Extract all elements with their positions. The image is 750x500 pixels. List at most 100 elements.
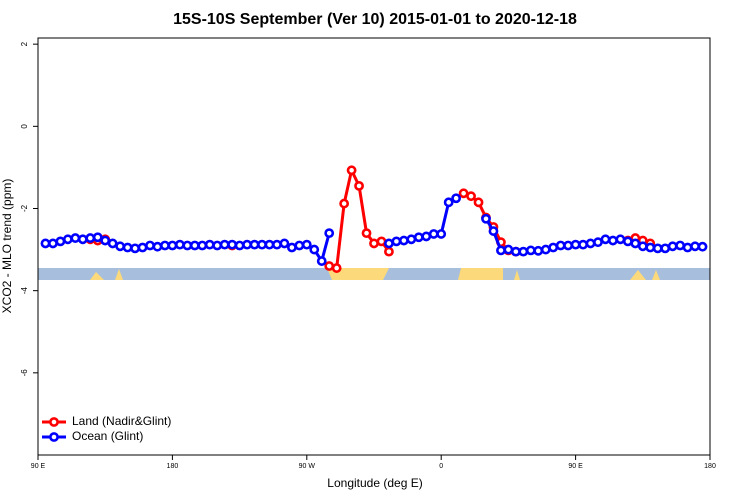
point (48, 238, 58, 249)
point (294, 240, 305, 251)
point (107, 238, 118, 249)
point (436, 229, 447, 239)
point (608, 235, 618, 246)
point (481, 213, 491, 224)
point (570, 239, 581, 250)
point (197, 240, 208, 251)
y-axis-label: XCO2 - MLO trend (ppm) (0, 179, 14, 314)
point (70, 233, 81, 243)
point (578, 239, 588, 250)
point (428, 229, 439, 239)
point (264, 239, 275, 250)
point (257, 239, 267, 250)
point (458, 188, 469, 199)
point (301, 239, 312, 250)
point (555, 240, 566, 251)
point (339, 198, 350, 209)
point (563, 240, 574, 251)
point (145, 240, 155, 251)
point (331, 263, 342, 273)
point (398, 235, 409, 246)
point (189, 240, 200, 251)
point (413, 232, 424, 243)
point (369, 238, 379, 249)
point (675, 240, 686, 251)
point (503, 244, 514, 255)
point (637, 241, 648, 252)
point (622, 236, 633, 247)
legend: Land (Nadir&Glint)Ocean (Glint) (42, 414, 171, 443)
point (100, 235, 111, 246)
point (391, 236, 402, 247)
chart-title: 15S-10S September (Ver 10) 2015-01-01 to… (173, 11, 577, 28)
y-tick-label: 0 (20, 124, 29, 129)
point (384, 246, 394, 257)
x-tick-label: 180 (167, 463, 179, 470)
point (242, 239, 252, 250)
point (473, 197, 484, 208)
land-strip (115, 269, 123, 280)
land-strip (514, 270, 520, 280)
land-strip (90, 272, 104, 280)
point (652, 243, 663, 254)
point (85, 233, 96, 243)
land-mask (38, 268, 710, 280)
point (324, 228, 335, 239)
point (548, 242, 559, 253)
point (406, 234, 417, 245)
legend-marker (49, 417, 59, 427)
x-axis-label: Longitude (deg E) (327, 476, 422, 490)
point (421, 231, 432, 242)
point (451, 193, 462, 204)
point (279, 238, 290, 249)
land-strip (327, 268, 389, 280)
point (316, 256, 327, 266)
legend-label: Land (Nadir&Glint) (72, 414, 171, 428)
point (354, 181, 364, 191)
point (227, 239, 238, 250)
point (219, 239, 230, 250)
point (518, 246, 529, 257)
point (286, 242, 297, 253)
point (645, 242, 656, 253)
point (525, 245, 536, 256)
point (249, 239, 260, 250)
legend-marker (49, 432, 59, 442)
point (443, 197, 454, 208)
point (212, 240, 223, 251)
point (361, 228, 372, 239)
point (682, 242, 693, 253)
series-line (90, 168, 651, 270)
point (488, 226, 499, 236)
point (309, 244, 320, 255)
point (324, 261, 335, 271)
point (510, 246, 521, 257)
x-tick-label: 90 E (568, 463, 583, 470)
land-strip (630, 270, 646, 280)
point (92, 232, 103, 243)
point (182, 240, 193, 251)
point (152, 241, 163, 252)
point (615, 234, 626, 245)
point (585, 238, 596, 249)
point (697, 241, 708, 252)
point (130, 243, 140, 254)
legend-label: Ocean (Glint) (72, 429, 143, 443)
land-strip (458, 268, 503, 280)
y-tick-label: -4 (20, 287, 29, 295)
point (115, 241, 126, 252)
point (667, 241, 678, 252)
x-tick-label: 90 E (31, 463, 46, 470)
point (384, 238, 394, 249)
y-tick-label: -6 (20, 369, 29, 377)
x-tick-label: 0 (439, 463, 443, 470)
point (593, 237, 603, 248)
x-tick-label: 90 W (299, 463, 316, 470)
point (346, 165, 357, 176)
point (234, 240, 245, 251)
point (204, 239, 215, 250)
point (272, 239, 282, 250)
point (62, 234, 73, 245)
point (167, 240, 178, 251)
point (660, 243, 671, 254)
